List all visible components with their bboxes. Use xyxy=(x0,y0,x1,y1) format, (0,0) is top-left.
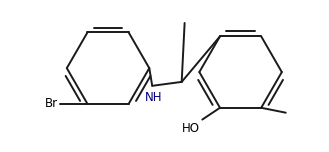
Text: NH: NH xyxy=(144,91,162,104)
Text: Br: Br xyxy=(45,97,58,110)
Text: HO: HO xyxy=(182,122,200,135)
